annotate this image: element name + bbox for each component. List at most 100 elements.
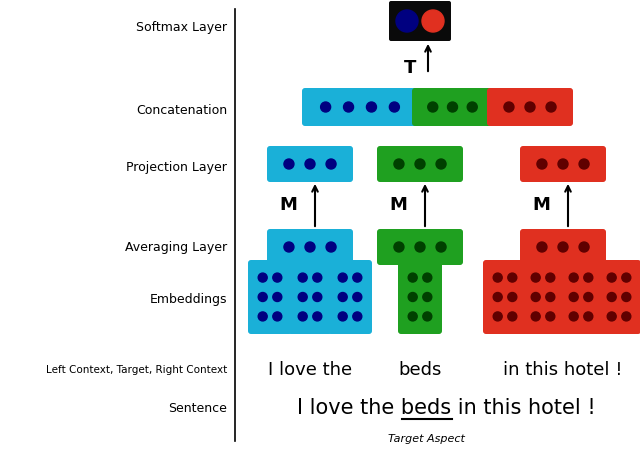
Circle shape bbox=[607, 312, 616, 321]
Circle shape bbox=[569, 293, 578, 302]
FancyBboxPatch shape bbox=[377, 147, 463, 183]
Circle shape bbox=[579, 243, 589, 253]
Circle shape bbox=[326, 243, 336, 253]
Circle shape bbox=[298, 293, 307, 302]
Text: Concatenation: Concatenation bbox=[136, 103, 227, 116]
Circle shape bbox=[584, 273, 593, 282]
Circle shape bbox=[258, 293, 267, 302]
FancyBboxPatch shape bbox=[483, 260, 527, 334]
Circle shape bbox=[353, 273, 362, 282]
Circle shape bbox=[258, 273, 267, 282]
Circle shape bbox=[408, 273, 417, 282]
Circle shape bbox=[584, 293, 593, 302]
Circle shape bbox=[546, 312, 555, 321]
FancyBboxPatch shape bbox=[398, 260, 442, 334]
Circle shape bbox=[531, 273, 540, 282]
Circle shape bbox=[258, 312, 267, 321]
Circle shape bbox=[546, 273, 555, 282]
Circle shape bbox=[305, 160, 315, 170]
Circle shape bbox=[436, 243, 446, 253]
Circle shape bbox=[321, 103, 331, 113]
Circle shape bbox=[579, 160, 589, 170]
FancyBboxPatch shape bbox=[302, 89, 418, 127]
Circle shape bbox=[273, 312, 282, 321]
Circle shape bbox=[531, 312, 540, 321]
Circle shape bbox=[622, 273, 631, 282]
Text: in this hotel !: in this hotel ! bbox=[503, 360, 623, 378]
Circle shape bbox=[422, 11, 444, 33]
Text: Target Aspect: Target Aspect bbox=[388, 433, 465, 443]
FancyBboxPatch shape bbox=[559, 260, 603, 334]
FancyBboxPatch shape bbox=[267, 147, 353, 183]
Text: Softmax Layer: Softmax Layer bbox=[136, 22, 227, 34]
Circle shape bbox=[436, 160, 446, 170]
Circle shape bbox=[493, 273, 502, 282]
Circle shape bbox=[313, 273, 322, 282]
Circle shape bbox=[622, 293, 631, 302]
Circle shape bbox=[298, 273, 307, 282]
FancyBboxPatch shape bbox=[288, 260, 332, 334]
FancyBboxPatch shape bbox=[597, 260, 640, 334]
Circle shape bbox=[493, 293, 502, 302]
Circle shape bbox=[504, 103, 514, 113]
Circle shape bbox=[584, 312, 593, 321]
Circle shape bbox=[423, 293, 432, 302]
Circle shape bbox=[415, 243, 425, 253]
Text: M: M bbox=[532, 196, 550, 213]
Circle shape bbox=[344, 103, 353, 113]
Circle shape bbox=[423, 312, 432, 321]
Circle shape bbox=[569, 312, 578, 321]
Circle shape bbox=[423, 273, 432, 282]
Circle shape bbox=[367, 103, 376, 113]
Text: T: T bbox=[404, 59, 416, 77]
Circle shape bbox=[546, 293, 555, 302]
FancyBboxPatch shape bbox=[328, 260, 372, 334]
Text: Left Context, Target, Right Context: Left Context, Target, Right Context bbox=[45, 364, 227, 374]
Circle shape bbox=[408, 312, 417, 321]
Circle shape bbox=[546, 103, 556, 113]
Circle shape bbox=[313, 293, 322, 302]
Circle shape bbox=[569, 273, 578, 282]
Text: Embeddings: Embeddings bbox=[150, 293, 227, 306]
Circle shape bbox=[313, 312, 322, 321]
Circle shape bbox=[493, 312, 502, 321]
Circle shape bbox=[338, 293, 347, 302]
Text: M: M bbox=[389, 196, 407, 213]
Circle shape bbox=[508, 293, 517, 302]
FancyBboxPatch shape bbox=[248, 260, 292, 334]
Circle shape bbox=[273, 293, 282, 302]
Circle shape bbox=[298, 312, 307, 321]
Circle shape bbox=[508, 273, 517, 282]
Circle shape bbox=[415, 160, 425, 170]
Circle shape bbox=[428, 103, 438, 113]
Circle shape bbox=[558, 243, 568, 253]
FancyBboxPatch shape bbox=[267, 230, 353, 265]
Circle shape bbox=[508, 312, 517, 321]
Circle shape bbox=[531, 293, 540, 302]
Circle shape bbox=[326, 160, 336, 170]
Circle shape bbox=[396, 11, 418, 33]
FancyBboxPatch shape bbox=[389, 2, 451, 42]
Text: beds: beds bbox=[398, 360, 442, 378]
Circle shape bbox=[338, 312, 347, 321]
Circle shape bbox=[537, 243, 547, 253]
FancyBboxPatch shape bbox=[377, 230, 463, 265]
FancyBboxPatch shape bbox=[520, 147, 606, 183]
Circle shape bbox=[389, 103, 399, 113]
FancyBboxPatch shape bbox=[520, 230, 606, 265]
Text: M: M bbox=[279, 196, 297, 213]
FancyBboxPatch shape bbox=[412, 89, 493, 127]
Circle shape bbox=[353, 293, 362, 302]
Circle shape bbox=[607, 293, 616, 302]
Text: I love the: I love the bbox=[268, 360, 352, 378]
Circle shape bbox=[622, 312, 631, 321]
Circle shape bbox=[558, 160, 568, 170]
Text: Sentence: Sentence bbox=[168, 400, 227, 414]
Circle shape bbox=[607, 273, 616, 282]
FancyBboxPatch shape bbox=[521, 260, 565, 334]
Circle shape bbox=[284, 243, 294, 253]
Text: Projection Layer: Projection Layer bbox=[126, 161, 227, 174]
Circle shape bbox=[447, 103, 458, 113]
Circle shape bbox=[408, 293, 417, 302]
Circle shape bbox=[273, 273, 282, 282]
